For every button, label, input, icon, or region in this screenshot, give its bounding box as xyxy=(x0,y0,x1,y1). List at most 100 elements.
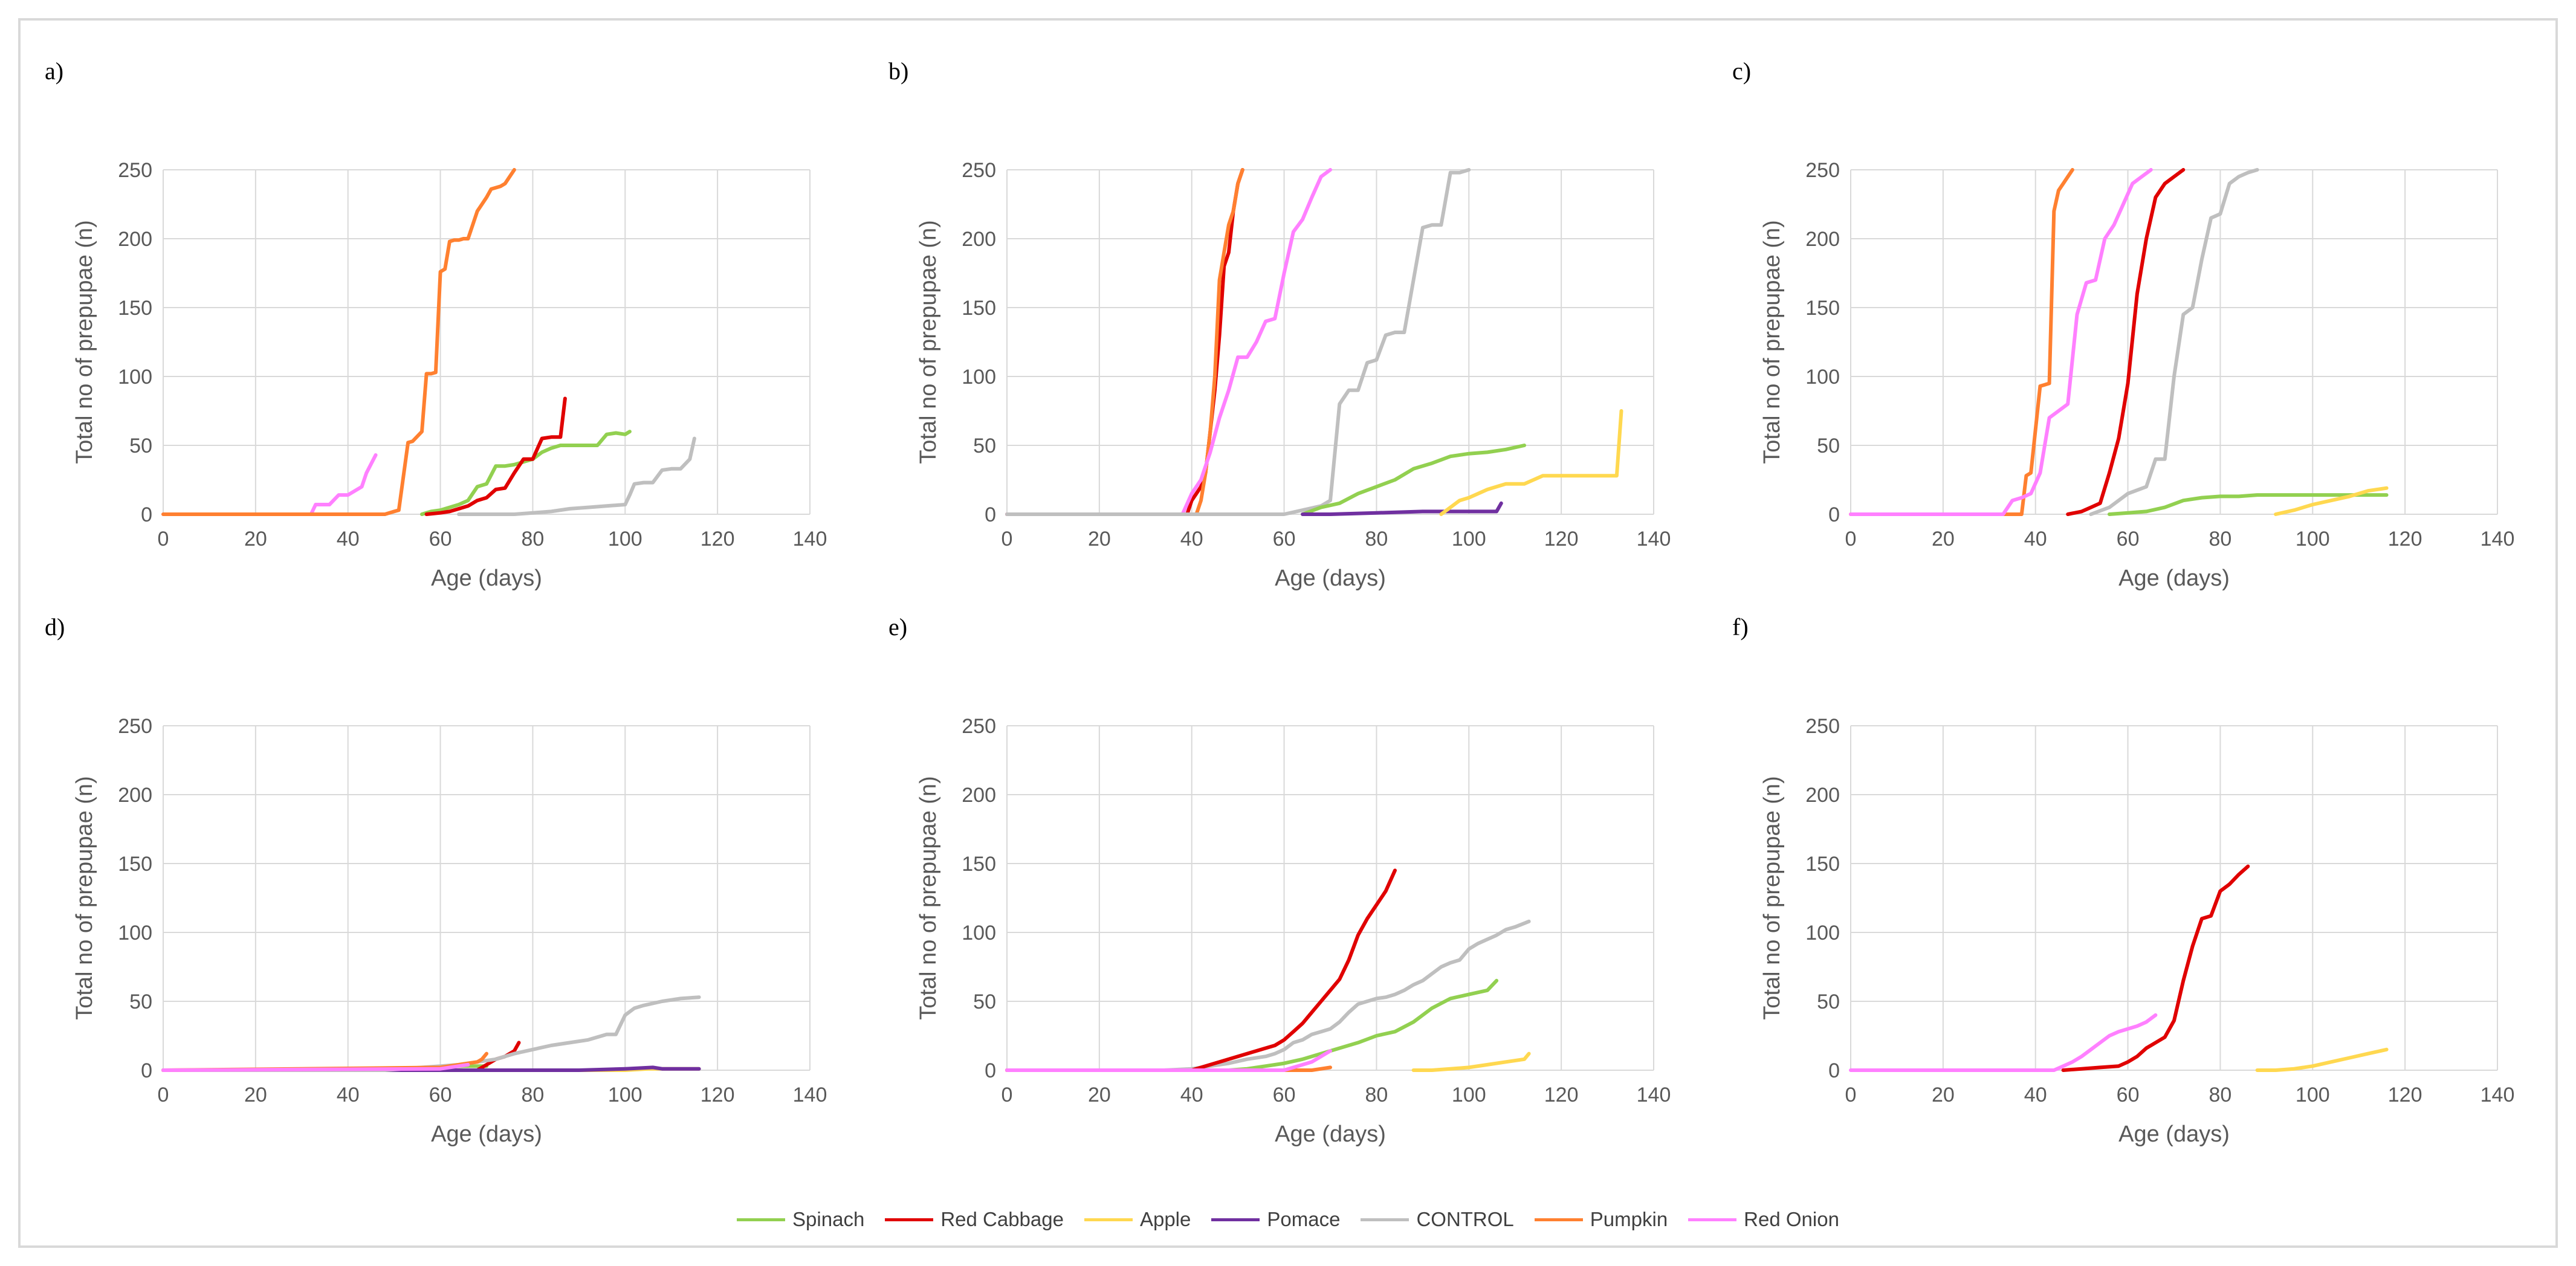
x-tick-label: 80 xyxy=(2209,1084,2232,1106)
chart-svg: 0 20 40 60 80 100 120 140 0 50 100 150 200 250 Age (da… xyxy=(72,159,827,591)
panel-label: f) xyxy=(1732,613,1749,641)
y-tick-label: 0 xyxy=(1828,503,1840,526)
y-tick-label: 200 xyxy=(962,228,996,251)
y-tick-label: 50 xyxy=(1817,990,1840,1013)
y-tick-label: 50 xyxy=(973,990,996,1013)
series-line-pomace xyxy=(1301,501,1503,516)
series-line-control xyxy=(1005,168,1471,516)
y-tick-label: 100 xyxy=(1805,922,1840,945)
x-tick-label: 100 xyxy=(1452,1084,1486,1106)
x-tick-label: 20 xyxy=(1932,1084,1955,1106)
y-tick-label: 200 xyxy=(1805,784,1840,807)
legend-swatch xyxy=(1688,1218,1737,1221)
legend-swatch xyxy=(737,1218,786,1221)
x-tick-label: 0 xyxy=(158,528,169,551)
chart-svg: 0 20 40 60 80 100 120 140 0 50 100 150 200 250 Age (da… xyxy=(916,159,1671,591)
x-tick-label: 20 xyxy=(1088,1084,1111,1106)
legend-swatch xyxy=(1534,1218,1583,1221)
chart-legend: Spinach Red Cabbage Apple Pomace CONTROL Pump… xyxy=(21,1208,2555,1231)
x-tick-label: 0 xyxy=(158,1084,169,1106)
x-tick-label: 40 xyxy=(1180,528,1203,551)
panel-label: a) xyxy=(45,57,64,85)
series-line-red-cabbage xyxy=(2061,864,2250,1072)
y-tick-label: 250 xyxy=(962,159,996,182)
series-line-spinach xyxy=(420,430,632,516)
y-tick-label: 0 xyxy=(985,503,996,526)
series-line-red-cabbage xyxy=(424,396,567,516)
y-axis-label: Total no of prepupae (n) xyxy=(916,776,941,1020)
series-line-pumpkin xyxy=(161,168,516,516)
series-line-apple xyxy=(1439,409,1623,516)
y-tick-label: 200 xyxy=(118,784,152,807)
x-axis-label: Age (days) xyxy=(1275,566,1386,591)
x-tick-label: 80 xyxy=(1365,1084,1388,1106)
figure-frame: a) 0 20 40 60 80 100 120 140 0 50 100 150 200 250 Age … xyxy=(18,18,2558,1248)
legend-label: Spinach xyxy=(792,1208,865,1230)
legend-item-spinach: Spinach xyxy=(737,1208,864,1231)
x-tick-label: 60 xyxy=(1273,1084,1296,1106)
x-tick-label: 20 xyxy=(1932,528,1955,551)
series-line-apple xyxy=(1411,1051,1531,1072)
panel-label: c) xyxy=(1732,57,1752,85)
y-tick-label: 0 xyxy=(141,503,152,526)
y-tick-label: 0 xyxy=(985,1059,996,1082)
chart-panel-a: a) 0 20 40 60 80 100 120 140 0 50 100 150 200 250 Age … xyxy=(45,57,879,637)
x-axis-label: Age (days) xyxy=(2118,1122,2230,1147)
x-tick-label: 60 xyxy=(2117,1084,2140,1106)
chart-panel-b: b) 0 20 40 60 80 100 120 140 0 50 100 150 200 250 Age … xyxy=(888,57,1723,637)
series-line-red-onion xyxy=(1849,168,2153,516)
series-line-control xyxy=(457,436,696,516)
x-tick-label: 140 xyxy=(1637,528,1671,551)
y-tick-label: 250 xyxy=(118,715,152,738)
series-line-spinach xyxy=(1301,444,1526,516)
y-tick-label: 0 xyxy=(141,1059,152,1082)
x-tick-label: 40 xyxy=(337,1084,360,1106)
chart-panel-e: e) 0 20 40 60 80 100 120 140 0 50 100 150 200 250 Age … xyxy=(888,613,1723,1193)
y-tick-label: 150 xyxy=(962,853,996,876)
y-tick-label: 150 xyxy=(962,297,996,320)
series-line-red-cabbage xyxy=(1005,868,1397,1072)
y-axis-label: Total no of prepupae (n) xyxy=(72,776,97,1020)
legend-item-red-cabbage: Red Cabbage xyxy=(885,1208,1064,1231)
legend-label: Pumpkin xyxy=(1590,1208,1668,1230)
y-tick-label: 250 xyxy=(118,159,152,182)
x-tick-label: 40 xyxy=(337,528,360,551)
legend-item-apple: Apple xyxy=(1084,1208,1191,1231)
gridlines xyxy=(1850,725,2498,1071)
series-line-control xyxy=(1005,919,1531,1072)
series-line-control xyxy=(161,995,701,1072)
x-axis-label: Age (days) xyxy=(2118,566,2230,591)
legend-label: Apple xyxy=(1139,1208,1191,1230)
legend-swatch xyxy=(1211,1218,1260,1221)
series-line-red-onion xyxy=(1849,1013,2158,1072)
x-tick-label: 140 xyxy=(1637,1084,1671,1106)
legend-item-pomace: Pomace xyxy=(1211,1208,1340,1231)
y-tick-label: 200 xyxy=(962,784,996,807)
series-line-red-onion xyxy=(1005,1049,1332,1072)
series-line-apple xyxy=(2274,486,2389,516)
legend-swatch xyxy=(1361,1218,1409,1221)
legend-item-red-onion: Red Onion xyxy=(1688,1208,1839,1231)
y-tick-label: 50 xyxy=(129,990,152,1013)
y-tick-label: 250 xyxy=(962,715,996,738)
x-tick-label: 20 xyxy=(244,1084,267,1106)
x-tick-label: 40 xyxy=(1180,1084,1203,1106)
y-tick-label: 100 xyxy=(118,922,152,945)
chart-panel-d: d) 0 20 40 60 80 100 120 140 0 50 100 150 200 250 Age … xyxy=(45,613,879,1193)
x-tick-label: 60 xyxy=(1273,528,1296,551)
series-line-apple xyxy=(2255,1047,2389,1072)
legend-item-pumpkin: Pumpkin xyxy=(1534,1208,1668,1231)
y-tick-label: 200 xyxy=(1805,228,1840,251)
x-tick-label: 0 xyxy=(1002,528,1013,551)
series-line-pomace xyxy=(161,1065,701,1072)
chart-panel-c: c) 0 20 40 60 80 100 120 140 0 50 100 150 200 250 Age … xyxy=(1732,57,2566,637)
x-tick-label: 0 xyxy=(1002,1084,1013,1106)
gridlines xyxy=(163,169,811,515)
y-tick-label: 100 xyxy=(962,922,996,945)
x-axis-label: Age (days) xyxy=(431,1122,542,1147)
legend-label: Red Onion xyxy=(1744,1208,1839,1230)
y-tick-label: 150 xyxy=(1805,297,1840,320)
x-tick-label: 20 xyxy=(1088,528,1111,551)
y-tick-label: 50 xyxy=(973,434,996,457)
series-line-control xyxy=(2089,168,2259,516)
